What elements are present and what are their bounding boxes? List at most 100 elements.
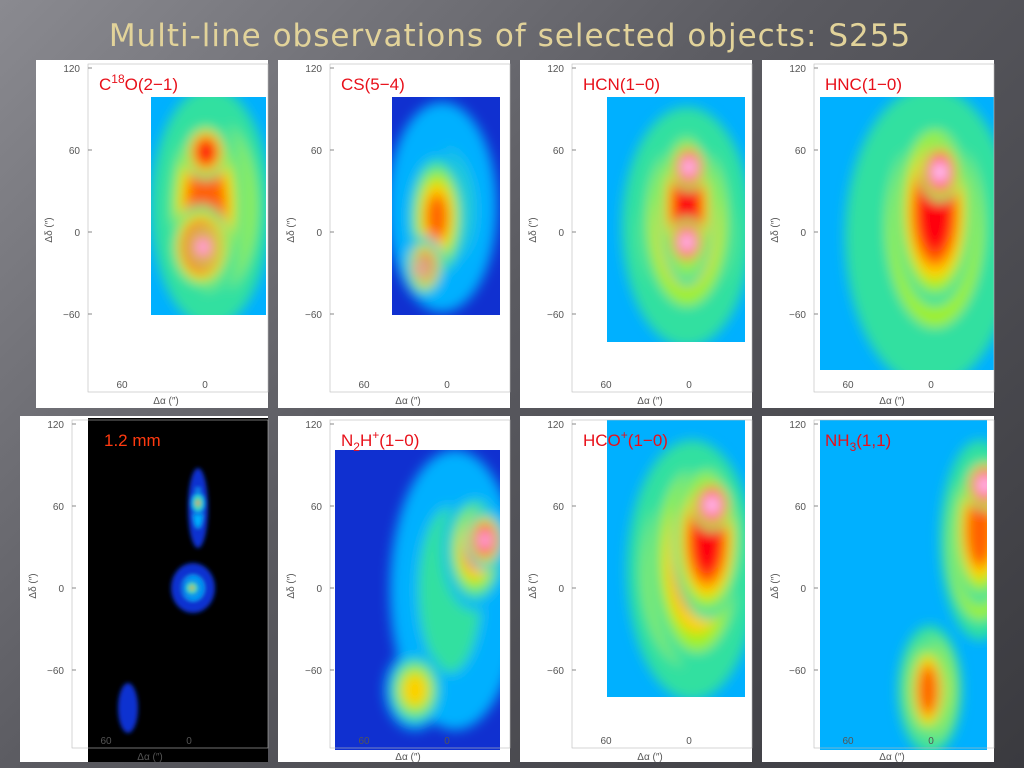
label-part: + bbox=[621, 428, 628, 442]
y-tick-label: 60 bbox=[53, 502, 65, 513]
y-tick-label: −60 bbox=[547, 666, 564, 677]
y-tick-label: −60 bbox=[789, 310, 806, 321]
label-part: (1−0) bbox=[628, 431, 668, 450]
y-tick-label: 0 bbox=[800, 584, 806, 595]
axes-frame bbox=[571, 63, 753, 393]
label-part: H bbox=[360, 431, 372, 450]
y-tick-label: 0 bbox=[58, 584, 64, 595]
x-tick-label: 60 bbox=[842, 380, 854, 391]
panel-label: C18O(2−1) bbox=[99, 72, 178, 94]
panel-label: HCO+(1−0) bbox=[583, 428, 668, 450]
y-tick-label: −60 bbox=[47, 666, 64, 677]
axes-frame bbox=[87, 63, 269, 393]
panel-label: NH3(1,1) bbox=[825, 431, 891, 454]
y-tick-label: 0 bbox=[74, 228, 80, 239]
x-axis-label: Δα (″) bbox=[153, 396, 178, 407]
heatmap-blob bbox=[683, 159, 695, 175]
label-part: 18 bbox=[111, 72, 125, 86]
y-axis-label: Δδ (″) bbox=[286, 217, 297, 242]
y-tick-label: 60 bbox=[553, 502, 565, 513]
y-tick-label: 60 bbox=[69, 146, 81, 157]
panel-label: 1.2 mm bbox=[104, 431, 161, 450]
heatmap-blobs bbox=[118, 468, 215, 733]
label-part: HCO bbox=[583, 431, 621, 450]
heatmap-blob bbox=[426, 193, 448, 241]
x-tick-label: 60 bbox=[116, 380, 128, 391]
heatmap-blobs bbox=[845, 97, 994, 370]
heatmap-blob bbox=[417, 266, 423, 272]
heatmap-blobs bbox=[627, 440, 745, 697]
y-tick-label: 120 bbox=[63, 64, 80, 75]
y-tick-label: 120 bbox=[789, 64, 806, 75]
heatmap bbox=[820, 420, 987, 750]
y-axis-label: Δδ (″) bbox=[770, 217, 781, 242]
y-axis-label: Δδ (″) bbox=[28, 573, 39, 598]
heatmap-blob bbox=[705, 496, 719, 514]
label-part: + bbox=[372, 428, 379, 442]
axes-frame bbox=[571, 419, 753, 749]
x-axis-label: Δα (″) bbox=[395, 752, 420, 763]
x-tick-label: 0 bbox=[928, 736, 934, 747]
label-part: 1.2 mm bbox=[104, 431, 161, 450]
map-panel: 120 60 0 −60 60 0 Δδ (″) Δα (″) HCO+(1−0) bbox=[520, 416, 753, 763]
label-part: NH bbox=[825, 431, 850, 450]
label-part: 3 bbox=[850, 440, 857, 454]
x-tick-label: 60 bbox=[600, 736, 612, 747]
heatmap-blob bbox=[118, 683, 138, 733]
heatmap-blob bbox=[197, 502, 199, 504]
y-tick-label: 0 bbox=[316, 584, 322, 595]
x-tick-label: 60 bbox=[600, 380, 612, 391]
y-tick-label: −60 bbox=[63, 310, 80, 321]
heatmap-blobs bbox=[385, 450, 500, 730]
map-panel: 120 60 0 −60 60 0 Δδ (″) Δα (″) HNC(1−0) bbox=[762, 60, 995, 408]
x-tick-label: 0 bbox=[928, 380, 934, 391]
label-part: 2 bbox=[353, 440, 360, 454]
x-tick-label: 0 bbox=[444, 736, 450, 747]
y-tick-label: 60 bbox=[311, 146, 323, 157]
x-axis-label: Δα (″) bbox=[137, 752, 162, 763]
axes-frame bbox=[329, 63, 511, 393]
heatmap-blob bbox=[191, 587, 193, 589]
x-tick-label: 60 bbox=[358, 736, 370, 747]
y-tick-label: −60 bbox=[547, 310, 564, 321]
heatmap-blobs bbox=[151, 97, 266, 315]
y-tick-label: 120 bbox=[547, 64, 564, 75]
map-panel: 120 60 0 −60 60 0 Δδ (″) Δα (″) NH3(1,1) bbox=[762, 416, 995, 763]
y-tick-label: 120 bbox=[305, 64, 322, 75]
y-tick-label: 60 bbox=[553, 146, 565, 157]
heatmap-blob bbox=[978, 476, 987, 494]
y-tick-label: 120 bbox=[47, 420, 64, 431]
heatmap bbox=[392, 97, 500, 315]
heatmap-blob bbox=[918, 665, 938, 715]
y-tick-label: 0 bbox=[800, 228, 806, 239]
x-axis-label: Δα (″) bbox=[637, 752, 662, 763]
heatmap bbox=[820, 97, 994, 370]
y-tick-label: 60 bbox=[795, 146, 807, 157]
map-panel: 120 60 0 −60 60 0 Δδ (″) Δα (″) CS(5−4) bbox=[278, 60, 511, 408]
heatmap-blobs bbox=[622, 107, 745, 342]
y-tick-label: −60 bbox=[789, 666, 806, 677]
y-tick-label: 0 bbox=[558, 228, 564, 239]
x-tick-label: 0 bbox=[202, 380, 208, 391]
x-axis-label: Δα (″) bbox=[395, 396, 420, 407]
axes-frame bbox=[813, 63, 995, 393]
label-part: (1−0) bbox=[379, 431, 419, 450]
y-axis-label: Δδ (″) bbox=[528, 217, 539, 242]
label-part: (1,1) bbox=[856, 431, 891, 450]
y-axis-label: Δδ (″) bbox=[528, 573, 539, 598]
map-panel: 120 60 0 −60 60 0 Δδ (″) Δα (″) C18O(2−1) bbox=[36, 60, 269, 408]
label-part: HNC(1−0) bbox=[825, 75, 902, 94]
heatmap-blob bbox=[196, 140, 216, 164]
x-tick-label: 0 bbox=[444, 380, 450, 391]
y-tick-label: 60 bbox=[795, 502, 807, 513]
panel-label: N2H+(1−0) bbox=[341, 428, 419, 454]
y-tick-label: −60 bbox=[305, 310, 322, 321]
y-axis-label: Δδ (″) bbox=[44, 217, 55, 242]
axes-frame bbox=[71, 419, 269, 749]
y-tick-label: 60 bbox=[311, 502, 323, 513]
y-tick-label: 120 bbox=[789, 420, 806, 431]
heatmap-blobs bbox=[392, 102, 497, 312]
heatmap-blob bbox=[681, 234, 693, 250]
x-axis-label: Δα (″) bbox=[879, 396, 904, 407]
